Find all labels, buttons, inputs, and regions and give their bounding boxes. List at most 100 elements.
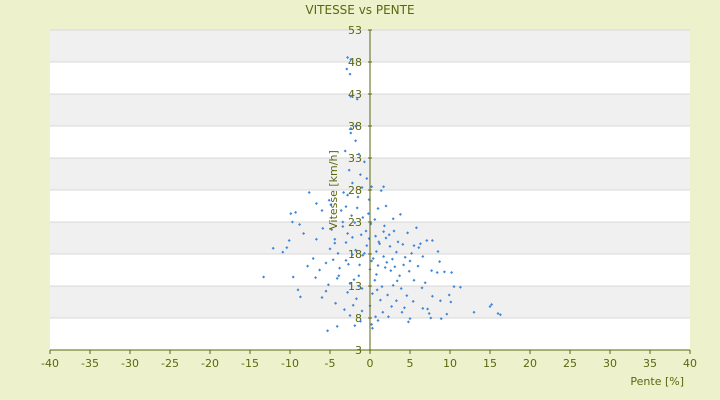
data-point [291,275,295,279]
data-point [399,287,403,291]
data-point [346,262,350,266]
data-point [351,303,355,307]
x-tick-label: -40 [41,357,59,370]
y-tick-label: 48 [348,56,362,69]
data-point [349,95,353,99]
data-point [311,256,315,260]
data-point [376,207,380,211]
data-point [375,288,379,292]
data-points [262,56,502,333]
data-point [371,256,375,260]
x-tick-label: 10 [443,357,457,370]
data-point [342,308,346,312]
data-point [344,240,348,244]
data-point [344,205,348,209]
data-point [450,271,454,275]
data-point [324,261,328,265]
data-point [320,208,324,212]
x-tick-label: 0 [367,357,374,370]
data-point [373,278,377,282]
data-point [348,72,352,76]
data-point [410,251,414,255]
data-point [355,206,359,210]
data-point [335,324,339,328]
data-point [360,309,364,313]
data-point [498,313,502,317]
data-point [330,228,334,232]
data-point [379,189,383,193]
x-tick-label: 15 [483,357,497,370]
data-point [350,181,354,185]
data-point [378,298,382,302]
data-point [348,281,352,285]
data-point [338,266,342,270]
data-point [416,264,420,268]
data-point [366,212,370,216]
data-point [333,237,337,241]
data-point [344,258,348,262]
data-point [374,234,378,238]
data-point [382,185,386,189]
data-point [377,240,381,244]
data-point [302,232,306,236]
data-point [389,269,393,273]
data-point [336,251,340,255]
data-point [360,185,364,189]
data-point [307,191,311,195]
data-point [393,265,397,269]
x-tick-label: 25 [563,357,577,370]
data-point [398,274,402,278]
data-point [362,160,366,164]
data-point [458,285,462,289]
data-point [386,293,390,297]
data-point [390,304,394,308]
data-point [472,310,476,314]
data-point [429,316,433,320]
x-tick-label: -20 [201,357,219,370]
data-point [398,212,402,216]
data-point [374,249,378,253]
data-point [382,224,386,228]
data-point [333,241,337,245]
data-point [403,255,407,259]
data-point [324,289,328,293]
data-point [405,294,409,298]
data-point [314,237,318,241]
data-point [358,173,362,177]
data-point [353,221,357,225]
data-point [430,239,434,243]
data-point [384,204,388,208]
data-point [380,285,384,289]
data-point [358,263,362,267]
x-tick-label: -5 [325,357,336,370]
data-point [318,268,322,272]
y-tick-label: 43 [348,88,362,101]
data-point [427,312,431,316]
data-point [298,295,302,299]
data-point [326,329,330,333]
data-point [370,292,374,296]
data-point [386,315,390,319]
data-point [387,233,391,237]
data-point [262,275,266,279]
data-point [370,326,374,330]
data-point [374,315,378,319]
data-point [337,274,341,278]
x-tick-label: 5 [407,357,414,370]
data-point [357,274,361,278]
data-point [354,139,358,143]
data-point [402,263,406,267]
data-point [359,233,363,237]
data-point [314,201,318,205]
data-point [400,310,404,314]
data-point [349,131,353,135]
data-point [320,296,324,300]
data-point [287,239,291,243]
data-point [392,229,396,233]
data-point [296,288,300,292]
data-point [391,217,395,221]
x-tick-label: -10 [281,357,299,370]
data-point [430,269,434,273]
y-tick-label: 28 [348,184,362,197]
